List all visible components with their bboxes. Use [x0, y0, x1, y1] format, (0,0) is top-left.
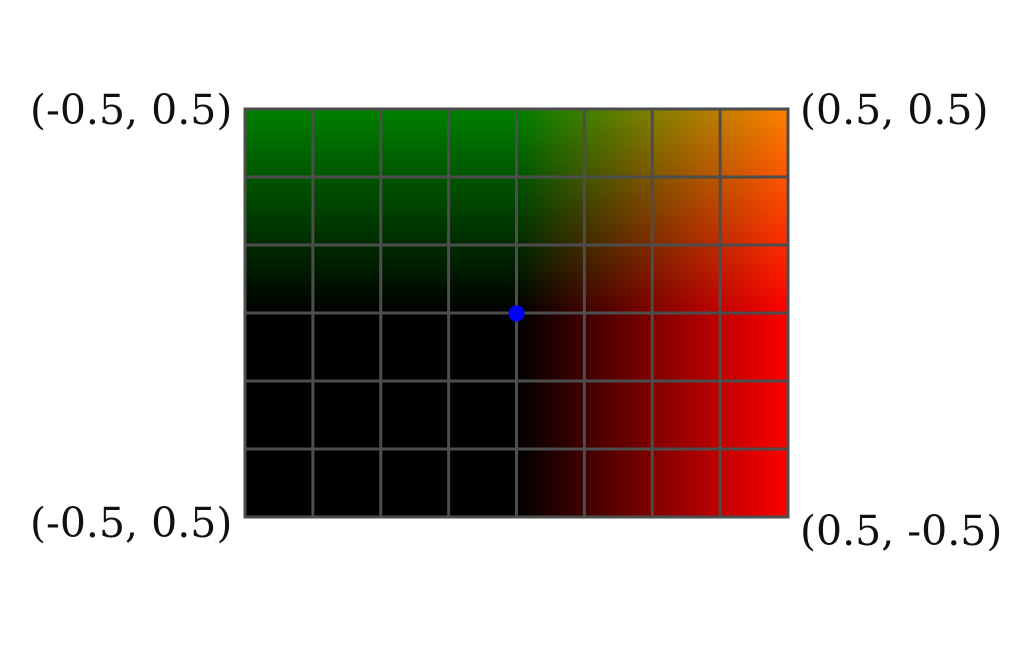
- origin-marker[interactable]: [508, 305, 525, 322]
- corner-label-top-right: (0.5, 0.5): [800, 86, 989, 134]
- grid-border: [243, 107, 790, 519]
- corner-label-top-left: (-0.5, 0.5): [30, 86, 233, 134]
- corner-label-bottom-left: (-0.5, 0.5): [30, 499, 233, 547]
- corner-label-bottom-right: (0.5, -0.5): [800, 507, 1003, 555]
